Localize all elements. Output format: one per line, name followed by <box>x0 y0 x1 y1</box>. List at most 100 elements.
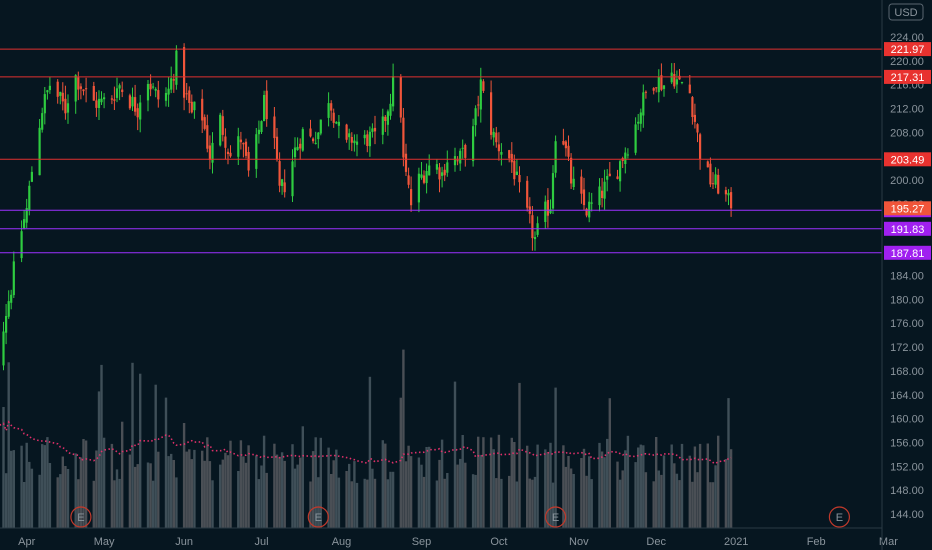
earnings-marker[interactable] <box>307 506 329 528</box>
candle-body <box>79 86 82 89</box>
candle-body <box>183 47 186 98</box>
volume-ma-layer <box>0 420 732 465</box>
earnings-label: E <box>77 512 84 524</box>
volume-bar <box>366 479 369 528</box>
volume-bar <box>56 477 59 528</box>
candle-body <box>293 147 297 158</box>
volume-bar <box>709 482 712 528</box>
volume-bar <box>562 445 565 528</box>
volume-bar <box>425 447 428 528</box>
candle-body <box>482 81 485 91</box>
candle-body <box>175 50 178 85</box>
volume-bar <box>314 437 317 528</box>
volume-bar <box>660 474 663 528</box>
candle-body <box>508 150 511 159</box>
candle-body <box>531 215 534 239</box>
volume-bar <box>453 381 457 528</box>
candle-body <box>533 237 537 240</box>
level-price-tag-label: 191.83 <box>891 224 925 236</box>
candle-body <box>644 91 647 93</box>
volume-bar <box>717 435 720 528</box>
candle-body <box>301 129 304 151</box>
candle-body <box>428 165 431 176</box>
candle-body <box>711 183 715 185</box>
y-tick-label: 156.00 <box>890 437 924 449</box>
volume-bar <box>590 479 593 528</box>
volume-bar <box>384 443 387 528</box>
volume-bar <box>291 444 294 528</box>
volume-bar <box>330 474 333 528</box>
volume-bar <box>508 475 511 528</box>
candle-body <box>283 182 286 193</box>
candle-body <box>12 261 15 296</box>
volume-bar <box>714 465 717 528</box>
volume-bar <box>211 480 214 528</box>
volume-bar <box>670 444 673 528</box>
volume-bar <box>182 423 186 528</box>
volume-bar <box>92 480 95 528</box>
candle-body <box>353 140 356 144</box>
volume-bar <box>273 443 276 528</box>
level-price-tag-label: 187.81 <box>891 248 925 260</box>
level-price-tag-label: 221.97 <box>891 44 925 56</box>
volume-bar <box>655 437 658 528</box>
price-tags: 221.97217.31203.49194.95191.83187.81195.… <box>884 42 931 260</box>
candle-body <box>319 119 322 134</box>
candle-body <box>626 154 629 156</box>
candle-body <box>275 136 279 160</box>
candle-body <box>154 88 157 91</box>
candle-body <box>244 141 248 156</box>
volume-bar <box>348 463 351 528</box>
volume-bar <box>644 472 648 528</box>
candle-body <box>673 74 676 87</box>
volume-bar <box>157 451 160 528</box>
y-tick-label: 172.00 <box>890 342 924 354</box>
last-price-tag <box>884 201 931 216</box>
candle-body <box>459 150 462 164</box>
candle-body <box>263 95 266 122</box>
earnings-marker[interactable] <box>828 506 851 528</box>
volume-bar <box>678 480 681 528</box>
volume-bar <box>727 398 730 528</box>
candle-body <box>655 87 658 89</box>
volume-bar <box>337 477 341 528</box>
earnings-marker[interactable] <box>544 506 567 528</box>
volume-bar <box>696 472 699 528</box>
candle-body <box>422 175 426 183</box>
candle-body <box>492 131 495 138</box>
x-tick-label: May <box>94 536 115 548</box>
candle-body <box>366 134 369 146</box>
volume-bar <box>10 450 13 528</box>
candle-body <box>61 92 64 102</box>
candle-body <box>435 164 438 170</box>
candle-body <box>634 124 637 153</box>
volume-bar <box>706 443 709 528</box>
candle-body <box>652 88 655 91</box>
volume-bar <box>219 464 222 528</box>
candle-body <box>564 141 567 149</box>
volume-bar <box>113 480 116 528</box>
candle-body <box>291 161 294 197</box>
candle-body <box>28 185 31 211</box>
volume-bar <box>446 473 449 528</box>
earnings-marker[interactable] <box>70 506 92 528</box>
candle-body <box>317 132 320 140</box>
candle-body <box>350 137 353 143</box>
volume-bar <box>311 451 315 528</box>
volume-bar <box>544 449 547 528</box>
candle-body <box>43 94 46 114</box>
volume-bar <box>637 447 640 528</box>
volume-bar <box>97 391 101 528</box>
candle-body <box>131 96 134 107</box>
currency-button[interactable]: USD <box>888 3 924 21</box>
volume-bar <box>652 481 655 528</box>
earnings-label: E <box>836 512 843 524</box>
candle-body <box>219 114 222 146</box>
candle-body <box>699 134 702 160</box>
candle-body <box>221 116 224 135</box>
level-price-tag-label: 203.49 <box>891 154 925 166</box>
candle-body <box>211 142 214 163</box>
volume-bar <box>417 457 421 528</box>
candle-body <box>495 132 498 143</box>
